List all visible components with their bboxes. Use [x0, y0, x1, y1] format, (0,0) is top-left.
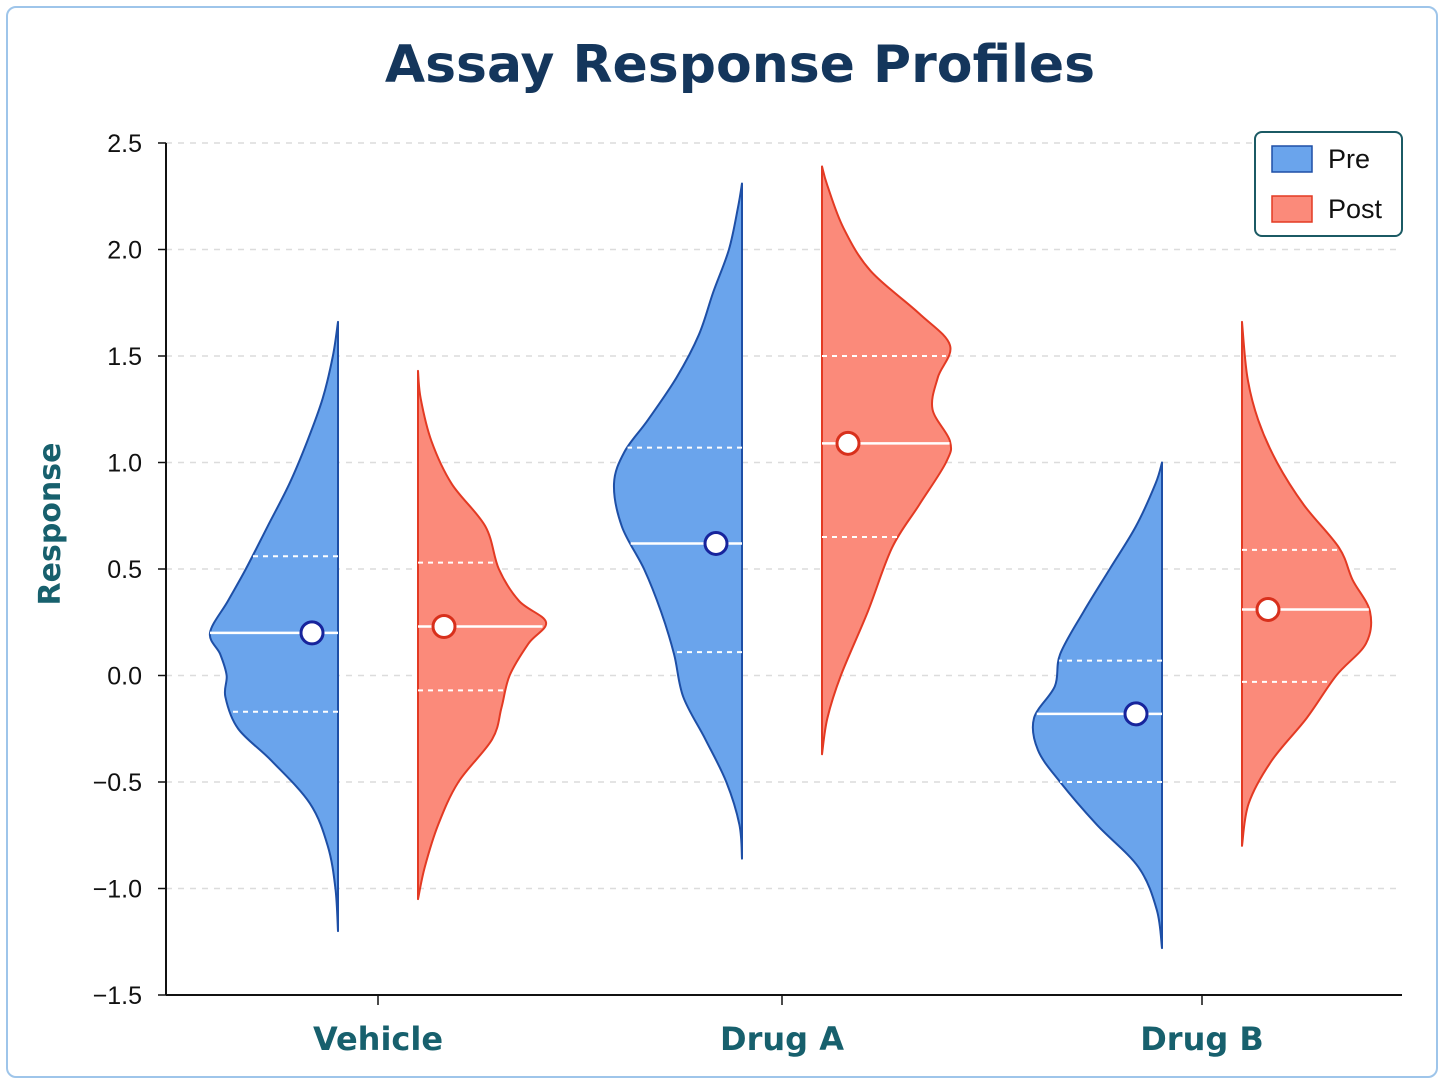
y-tick-label: −1.5 — [93, 982, 142, 1010]
x-tick-label: Drug B — [1140, 1020, 1264, 1058]
y-tick-label: −0.5 — [93, 769, 142, 797]
mean-marker — [299, 620, 325, 646]
violin-pre-drug-a — [612, 182, 743, 860]
mean-marker — [1255, 596, 1281, 622]
y-tick-label: 1.5 — [107, 343, 142, 371]
violin-post-drug-a — [821, 165, 953, 756]
legend: Pre Post — [1254, 131, 1403, 237]
mean-marker — [703, 530, 729, 556]
violin-post-drug-b — [1241, 320, 1373, 847]
mean-marker — [1123, 701, 1149, 727]
legend-swatch — [1271, 145, 1313, 173]
axes: −1.5 −1.0 −0.5 0.0 0.5 1.0 1.5 2.0 2.5 Vehicle Dru… — [93, 130, 1402, 1058]
y-tick-label: 0.0 — [107, 663, 142, 691]
y-tick-label: −1.0 — [93, 876, 142, 904]
mean-marker — [431, 614, 457, 640]
y-tick-label: 1.0 — [107, 450, 142, 478]
legend-label: Pre — [1328, 144, 1370, 174]
y-tick-label: 2.0 — [107, 237, 142, 265]
x-tick-label: Drug A — [720, 1020, 844, 1058]
chart-title: Assay Response Profiles — [385, 35, 1095, 95]
violin-pre-drug-b — [1031, 461, 1163, 950]
legend-swatch — [1271, 195, 1313, 223]
violin-pre-vehicle — [208, 320, 339, 933]
mean-marker — [835, 430, 861, 456]
violin-post-vehicle — [417, 369, 548, 901]
legend-label: Post — [1328, 194, 1383, 224]
y-axis-label: Response — [33, 443, 68, 606]
grid-lines — [166, 142, 1402, 890]
y-tick-label: 2.5 — [107, 130, 142, 158]
violins — [208, 165, 1373, 950]
x-tick-label: Vehicle — [313, 1020, 443, 1058]
y-tick-label: 0.5 — [107, 556, 142, 584]
